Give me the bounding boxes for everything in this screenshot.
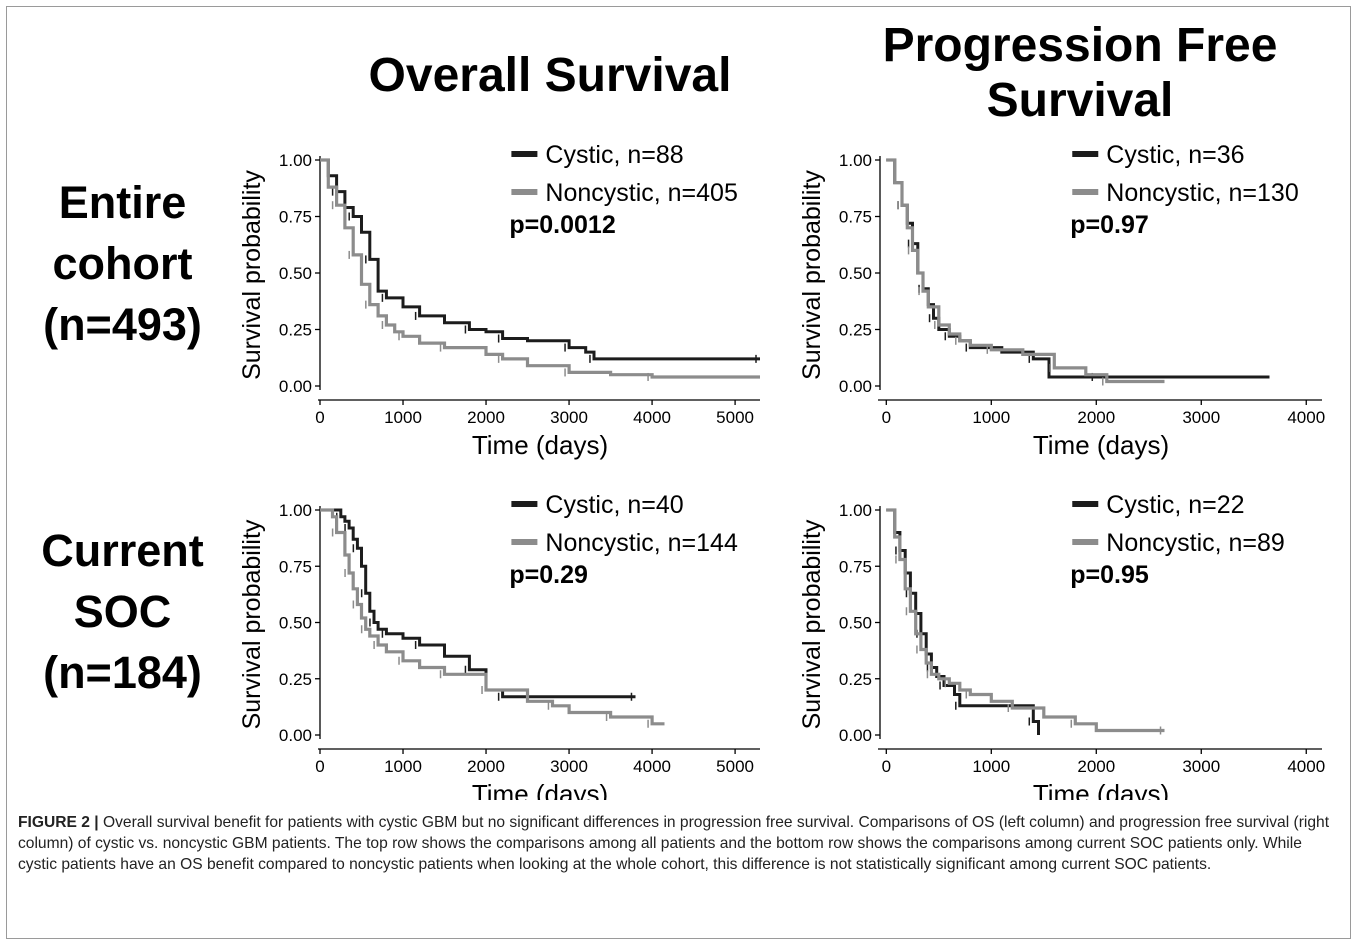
y-tick-label: 0.25 — [279, 670, 312, 689]
legend-label-cystic: Cystic, n=36 — [1106, 141, 1244, 169]
caption-label: FIGURE 2 | — [18, 814, 99, 831]
y-tick-label: 0.50 — [279, 614, 312, 633]
y-tick-label: 0.00 — [279, 726, 312, 745]
row-label-line: Entire — [58, 177, 187, 228]
figure-caption: FIGURE 2 | Overall survival benefit for … — [18, 812, 1338, 875]
figure-frame — [6, 6, 1351, 939]
legend-label-cystic: Cystic, n=22 — [1106, 491, 1244, 519]
caption-text: Overall survival benefit for patients wi… — [18, 814, 1330, 873]
x-tick-label: 1000 — [384, 757, 422, 776]
x-axis-title: Time (days) — [472, 779, 608, 800]
series-line-noncystic — [886, 158, 1165, 384]
x-tick-label: 3000 — [1182, 408, 1220, 427]
row-label-line: (n=184) — [43, 647, 202, 698]
legend-label-noncystic: Noncystic, n=405 — [545, 179, 737, 207]
legend-label-noncystic: Noncystic, n=144 — [545, 529, 738, 557]
x-tick-label: 5000 — [716, 757, 754, 776]
x-tick-label: 3000 — [550, 757, 588, 776]
y-tick-label: 0.75 — [279, 557, 312, 576]
series-line-noncystic — [320, 508, 665, 726]
p-value-label: p=0.97 — [1070, 211, 1149, 239]
y-tick-label: 0.50 — [839, 614, 872, 633]
x-tick-label: 0 — [882, 408, 891, 427]
row-label-current-soc: Current SOC (n=184) — [20, 520, 225, 703]
row-label-line: (n=493) — [43, 299, 202, 350]
x-tick-label: 2000 — [1077, 408, 1115, 427]
y-tick-label: 0.75 — [279, 208, 312, 227]
y-tick-label: 1.00 — [839, 501, 872, 520]
column-title-progression-free-survival: Progression Free Survival — [860, 18, 1300, 128]
x-tick-label: 4000 — [633, 408, 671, 427]
legend-label-noncystic: Noncystic, n=89 — [1106, 529, 1285, 557]
row-label-line: Current — [41, 525, 204, 576]
series-line-noncystic — [320, 158, 760, 379]
series-line-cystic — [886, 508, 1040, 735]
row-label-line: SOC — [73, 586, 172, 637]
column-title-pfs-line2: Survival — [986, 74, 1174, 127]
row-label-entire-cohort: Entire cohort (n=493) — [20, 172, 225, 355]
x-tick-label: 0 — [882, 757, 891, 776]
x-tick-label: 2000 — [467, 757, 505, 776]
p-value-label: p=0.95 — [1070, 561, 1149, 589]
y-axis-title: Survival probability — [798, 170, 826, 380]
x-tick-label: 4000 — [1287, 408, 1325, 427]
series-line-cystic — [320, 158, 760, 361]
y-tick-label: 0.50 — [279, 264, 312, 283]
y-tick-label: 0.25 — [839, 670, 872, 689]
column-title-pfs-line1: Progression Free — [882, 19, 1278, 72]
p-value-label: p=0.29 — [509, 561, 588, 589]
column-title-overall-survival: Overall Survival — [368, 49, 732, 102]
y-tick-label: 0.25 — [279, 321, 312, 340]
y-axis-title: Survival probability — [238, 170, 266, 380]
x-tick-label: 1000 — [972, 408, 1010, 427]
survival-charts: 0.00 0.25 0.50 0.75 1.00 0 1000 2000 3000 4000 500… — [238, 141, 1325, 800]
y-tick-label: 0.50 — [839, 264, 872, 283]
x-tick-label: 0 — [315, 757, 324, 776]
y-tick-label: 0.75 — [839, 557, 872, 576]
x-tick-label: 2000 — [467, 408, 505, 427]
y-tick-label: 1.00 — [839, 151, 872, 170]
y-tick-label: 1.00 — [279, 151, 312, 170]
legend-label-noncystic: Noncystic, n=130 — [1106, 179, 1298, 207]
legend-label-cystic: Cystic, n=88 — [545, 141, 683, 169]
y-tick-label: 0.25 — [839, 321, 872, 340]
x-axis-title: Time (days) — [472, 430, 608, 460]
x-tick-label: 1000 — [384, 408, 422, 427]
y-tick-label: 0.00 — [279, 377, 312, 396]
x-tick-label: 1000 — [972, 757, 1010, 776]
y-tick-label: 0.75 — [839, 208, 872, 227]
x-tick-label: 3000 — [550, 408, 588, 427]
x-tick-label: 4000 — [633, 757, 671, 776]
series-line-cystic — [320, 508, 636, 699]
p-value-label: p=0.0012 — [509, 211, 615, 239]
legend-label-cystic: Cystic, n=40 — [545, 491, 683, 519]
x-axis-title: Time (days) — [1033, 430, 1169, 460]
x-axis-title: Time (days) — [1033, 779, 1169, 800]
row-label-line: cohort — [52, 238, 193, 289]
x-tick-label: 4000 — [1287, 757, 1325, 776]
x-tick-label: 5000 — [716, 408, 754, 427]
y-tick-label: 1.00 — [279, 501, 312, 520]
y-tick-label: 0.00 — [839, 377, 872, 396]
y-axis-title: Survival probability — [798, 519, 826, 729]
y-axis-title: Survival probability — [238, 519, 266, 729]
x-tick-label: 2000 — [1077, 757, 1115, 776]
series-line-noncystic — [886, 508, 1165, 733]
y-tick-label: 0.00 — [839, 726, 872, 745]
x-tick-label: 3000 — [1182, 757, 1220, 776]
x-tick-label: 0 — [315, 408, 324, 427]
